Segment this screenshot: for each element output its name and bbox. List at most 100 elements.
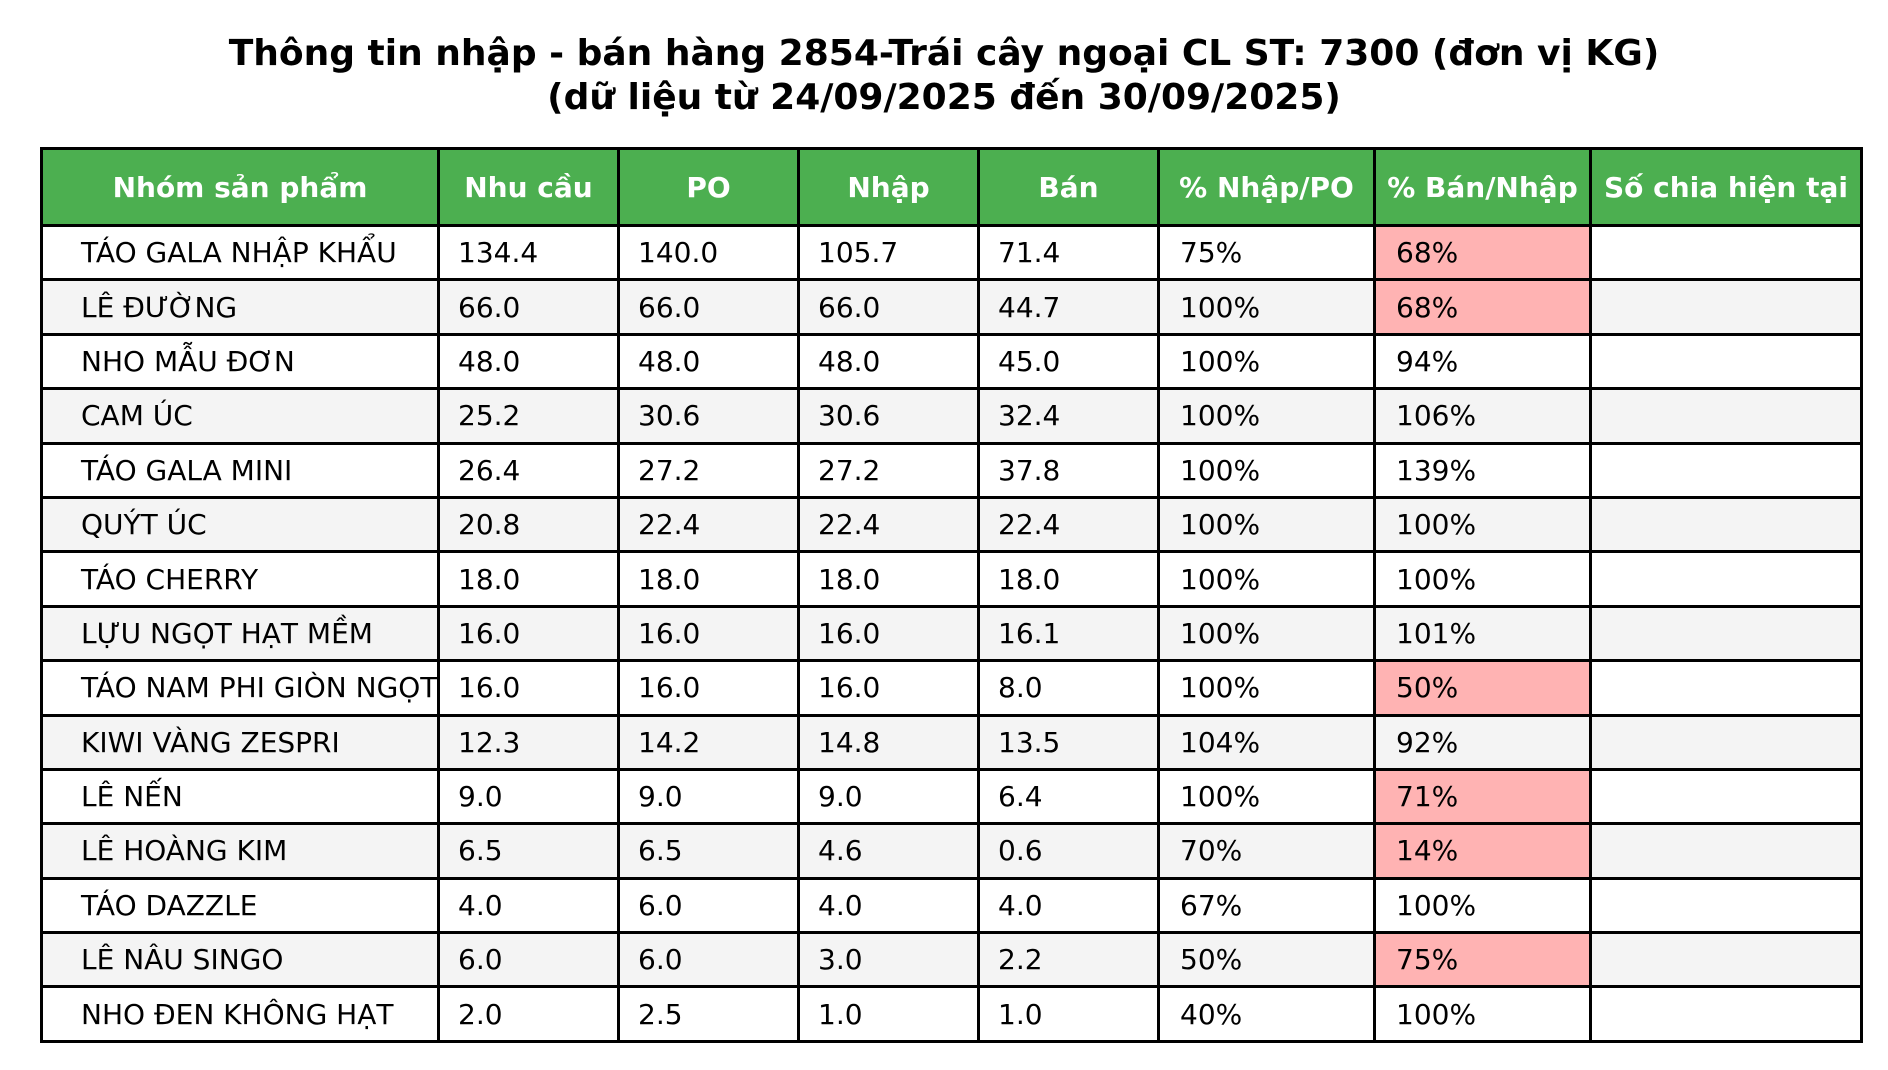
- table-body: TÁO GALA NHẬP KHẨU 134.4 140.0 105.7 71.4 75%…: [40, 223, 1863, 1043]
- table-row: KIWI VÀNG ZESPRI 12.3 14.2 14.8 13.5 104% 92%: [40, 713, 1863, 771]
- table-cell: 66.0: [617, 278, 800, 336]
- column-header: Bán: [977, 147, 1160, 227]
- table-cell: 105.7: [797, 223, 980, 282]
- table-cell: 70%: [1157, 822, 1376, 880]
- product-name-cell: LÊ ĐƯỜNG: [40, 278, 440, 336]
- table-cell: 12.3: [437, 713, 620, 771]
- table-cell: 27.2: [797, 441, 980, 499]
- table-cell: [1589, 387, 1863, 445]
- flagged-cell: 68%: [1373, 278, 1592, 336]
- product-name-cell: TÁO CHERRY: [40, 550, 440, 608]
- table-cell: 101%: [1373, 604, 1592, 663]
- table-cell: 37.8: [977, 441, 1160, 499]
- table-cell: [1589, 822, 1863, 880]
- table-cell: 100%: [1157, 387, 1376, 445]
- table-cell: 100%: [1157, 659, 1376, 717]
- table-row: CAM ÚC 25.2 30.6 30.6 32.4 100% 106%: [40, 387, 1863, 445]
- product-name-cell: TÁO DAZZLE: [40, 876, 440, 935]
- table-cell: [1589, 876, 1863, 935]
- table-cell: 134.4: [437, 223, 620, 282]
- table-cell: 16.0: [437, 604, 620, 663]
- table-cell: 2.5: [617, 985, 800, 1043]
- table-cell: 30.6: [617, 387, 800, 445]
- chart-title: Thông tin nhập - bán hàng 2854-Trái cây …: [228, 33, 1660, 74]
- column-header: PO: [617, 147, 800, 227]
- table-cell: 67%: [1157, 876, 1376, 935]
- table-cell: 6.0: [617, 876, 800, 935]
- table-row: LÊ ĐƯỜNG 66.0 66.0 66.0 44.7 100% 68%: [40, 278, 1863, 336]
- table-cell: 16.0: [797, 659, 980, 717]
- table-cell: 100%: [1157, 278, 1376, 336]
- table-cell: 92%: [1373, 713, 1592, 771]
- table-cell: [1589, 604, 1863, 663]
- table-cell: [1589, 332, 1863, 391]
- product-name-cell: TÁO GALA MINI: [40, 441, 440, 499]
- product-name-cell: KIWI VÀNG ZESPRI: [40, 713, 440, 771]
- table-cell: [1589, 767, 1863, 826]
- table-cell: 100%: [1373, 495, 1592, 554]
- product-name-cell: CAM ÚC: [40, 387, 440, 445]
- chart-subtitle: (dữ liệu từ 24/09/2025 đến 30/09/2025): [547, 77, 1341, 118]
- table-cell: 100%: [1157, 441, 1376, 499]
- table-cell: 4.0: [977, 876, 1160, 935]
- table-cell: 22.4: [797, 495, 980, 554]
- table-cell: 18.0: [617, 550, 800, 608]
- table-cell: 40%: [1157, 985, 1376, 1043]
- column-header: Nhập: [797, 147, 980, 227]
- flagged-cell: 14%: [1373, 822, 1592, 880]
- column-header: % Bán/Nhập: [1373, 147, 1592, 227]
- column-header: Số chia hiện tại: [1589, 147, 1863, 227]
- table-cell: 100%: [1157, 495, 1376, 554]
- product-name-cell: LÊ NẾN: [40, 767, 440, 826]
- table-cell: 94%: [1373, 332, 1592, 391]
- table-cell: [1589, 441, 1863, 499]
- table-row: TÁO GALA NHẬP KHẨU 134.4 140.0 105.7 71.4 75%…: [40, 223, 1863, 282]
- table-cell: 140.0: [617, 223, 800, 282]
- table-cell: 139%: [1373, 441, 1592, 499]
- product-name-cell: LÊ NÂU SINGO: [40, 931, 440, 989]
- table-cell: 13.5: [977, 713, 1160, 771]
- table-cell: [1589, 985, 1863, 1043]
- table-cell: 18.0: [437, 550, 620, 608]
- table-cell: 26.4: [437, 441, 620, 499]
- table-cell: 27.2: [617, 441, 800, 499]
- table-cell: 50%: [1157, 931, 1376, 989]
- table-row: NHO MẪU ĐƠN 48.0 48.0 48.0 45.0 100% 94%: [40, 332, 1863, 391]
- product-name-cell: LỰU NGỌT HẠT MỀM: [40, 604, 440, 663]
- product-name-cell: NHO MẪU ĐƠN: [40, 332, 440, 391]
- table-cell: 14.2: [617, 713, 800, 771]
- product-name-cell: TÁO NAM PHI GIÒN NGỌT: [40, 659, 440, 717]
- table-row: LÊ NÂU SINGO 6.0 6.0 3.0 2.2 50% 75%: [40, 931, 1863, 989]
- table-row: TÁO GALA MINI 26.4 27.2 27.2 37.8 100% 139%: [40, 441, 1863, 499]
- table-cell: 16.0: [617, 604, 800, 663]
- table-cell: 2.2: [977, 931, 1160, 989]
- table-cell: 104%: [1157, 713, 1376, 771]
- table-cell: 1.0: [797, 985, 980, 1043]
- table-cell: 100%: [1373, 985, 1592, 1043]
- table-cell: 44.7: [977, 278, 1160, 336]
- table-cell: 16.0: [617, 659, 800, 717]
- table-cell: 100%: [1157, 767, 1376, 826]
- table-cell: 100%: [1373, 876, 1592, 935]
- table-cell: 4.0: [797, 876, 980, 935]
- table-cell: 16.0: [437, 659, 620, 717]
- table-row: LỰU NGỌT HẠT MỀM 16.0 16.0 16.0 16.1 100% 101%: [40, 604, 1863, 663]
- table-cell: 22.4: [977, 495, 1160, 554]
- table-row: TÁO DAZZLE 4.0 6.0 4.0 4.0 67% 100%: [40, 876, 1863, 935]
- table-cell: 100%: [1373, 550, 1592, 608]
- table-cell: 2.0: [437, 985, 620, 1043]
- table-cell: 71.4: [977, 223, 1160, 282]
- flagged-cell: 68%: [1373, 223, 1592, 282]
- table-cell: 18.0: [797, 550, 980, 608]
- header-row: Nhóm sản phẩm Nhu cầu PO Nhập Bán % Nhập…: [40, 147, 1863, 227]
- table-cell: 20.8: [437, 495, 620, 554]
- table-cell: [1589, 495, 1863, 554]
- table-cell: 25.2: [437, 387, 620, 445]
- table-cell: 106%: [1373, 387, 1592, 445]
- table-cell: 6.0: [617, 931, 800, 989]
- chart-title-block: Thông tin nhập - bán hàng 2854-Trái cây …: [0, 32, 1888, 120]
- table-cell: 14.8: [797, 713, 980, 771]
- table-cell: [1589, 223, 1863, 282]
- table-row: LÊ HOÀNG KIM 6.5 6.5 4.6 0.6 70% 14%: [40, 822, 1863, 880]
- table-row: QUÝT ÚC 20.8 22.4 22.4 22.4 100% 100%: [40, 495, 1863, 554]
